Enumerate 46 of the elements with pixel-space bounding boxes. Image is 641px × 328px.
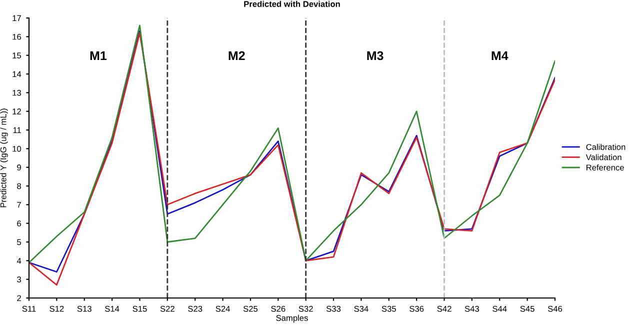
chart-title: Predicted with Deviation <box>244 0 340 7</box>
y-tick-label: 13 <box>12 90 21 96</box>
y-tick-label: 16 <box>12 34 21 40</box>
y-axis-title: Predicted Y (IgG (ug / mL)) <box>0 108 8 208</box>
y-tick-label: 15 <box>12 52 22 58</box>
x-tick-label: S43 <box>464 306 479 312</box>
x-tick-label: S46 <box>548 306 562 312</box>
legend-label: Validation <box>586 154 622 160</box>
annotation: M4 <box>492 51 508 60</box>
y-tick-label: 8 <box>17 183 21 190</box>
y-tick-label: 17 <box>12 15 21 22</box>
annotation: M3 <box>367 51 384 60</box>
y-tick-label: 14 <box>12 71 22 78</box>
x-tick-label: S22 <box>160 306 174 312</box>
legend-label: Reference <box>586 164 624 171</box>
legend-label: Calibration <box>586 144 626 150</box>
x-tick-label: S36 <box>410 306 424 312</box>
x-tick-label: S23 <box>188 306 202 312</box>
x-tick-label: S11 <box>22 306 36 312</box>
y-tick-label: 7 <box>17 202 21 208</box>
x-tick-label: S12 <box>50 306 64 312</box>
y-tick-label: 4 <box>16 258 22 264</box>
x-tick-label: S42 <box>437 306 452 312</box>
x-tick-label: S33 <box>326 306 341 312</box>
x-axis-title: Samples <box>276 314 308 323</box>
x-tick-label: S14 <box>105 306 120 312</box>
x-tick-label: S32 <box>298 306 313 312</box>
x-tick-label: S35 <box>382 306 396 312</box>
annotation: M2 <box>228 51 245 60</box>
annotation: M1 <box>90 51 107 60</box>
x-tick-label: S25 <box>243 306 258 312</box>
x-tick-label: S26 <box>271 306 286 312</box>
y-tick-label: 11 <box>13 127 21 134</box>
y-tick-label: 5 <box>17 239 22 246</box>
x-tick-label: S45 <box>520 306 534 312</box>
y-tick-label: 9 <box>17 164 21 170</box>
y-tick-label: 6 <box>17 220 21 226</box>
y-tick-label: 2 <box>17 295 21 302</box>
x-tick-label: S44 <box>492 306 507 312</box>
x-tick-label: S15 <box>132 306 147 312</box>
x-tick-label: S13 <box>77 306 92 312</box>
x-tick-label: S24 <box>216 306 230 312</box>
x-tick-label: S34 <box>354 306 368 312</box>
y-tick-label: 3 <box>17 276 21 282</box>
y-tick-label: 10 <box>12 146 22 152</box>
y-tick-label: 12 <box>12 108 21 114</box>
